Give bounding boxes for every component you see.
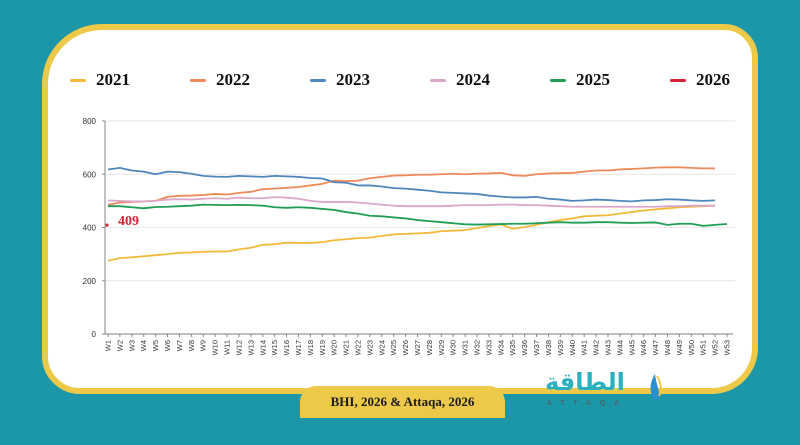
legend-item-2023: 2023: [280, 70, 400, 90]
legend-label: 2021: [96, 70, 130, 89]
x-tick-label: W20: [330, 340, 339, 355]
x-tick-label: W23: [365, 340, 374, 355]
x-tick-label: W47: [651, 340, 660, 355]
series-point-2026: [105, 223, 109, 227]
x-tick-label: W10: [211, 340, 220, 355]
attaqa-logo: الطاقة ATTAQA: [545, 368, 665, 412]
x-tick-label: W51: [699, 340, 708, 355]
x-tick-label: W50: [687, 340, 696, 355]
x-axis-ticks: W1 W2 W3 W4 W5 W6 W7 W8 W9 W10 W11 W12 W13 W14 W15 W16 W…: [104, 334, 732, 355]
y-tick-label: 200: [83, 277, 97, 286]
legend-item-2026: 2026: [640, 70, 760, 90]
series-line-2024: [107, 196, 716, 208]
x-tick-label: W48: [663, 340, 672, 355]
x-tick-label: W3: [127, 340, 136, 351]
x-tick-label: W2: [115, 340, 124, 351]
x-tick-label: W14: [258, 340, 267, 355]
x-tick-label: W12: [234, 340, 243, 355]
x-tick-label: W25: [389, 340, 398, 355]
x-tick-label: W43: [603, 340, 612, 355]
series-line-2025: [108, 203, 728, 227]
x-tick-label: W19: [318, 340, 327, 355]
x-tick-label: W46: [639, 340, 648, 355]
x-tick-label: W39: [556, 340, 565, 355]
legend-item-2024: 2024: [400, 70, 520, 90]
x-tick-label: W40: [568, 340, 577, 355]
y-tick-label: 0: [92, 330, 97, 339]
legend-swatch: [550, 78, 566, 82]
x-tick-label: W17: [294, 340, 303, 355]
series-lines: [105, 166, 728, 262]
x-tick-label: W45: [627, 340, 636, 355]
series-line-2021: [107, 204, 716, 262]
chart-card: [42, 24, 758, 394]
x-tick-label: W35: [508, 340, 517, 355]
x-tick-label: W24: [377, 340, 386, 355]
x-tick-label: W11: [223, 340, 232, 355]
x-tick-label: W22: [353, 340, 362, 355]
x-tick-label: W26: [401, 340, 410, 355]
y-axis-ticks: 0 200 400 600 800: [83, 117, 105, 339]
legend-label: 2023: [336, 70, 370, 89]
annotations: 409: [118, 214, 139, 229]
annotation-label: 409: [118, 214, 139, 229]
x-tick-label: W9: [199, 340, 208, 351]
legend-item-2021: 2021: [40, 70, 160, 90]
legend-swatch: [430, 78, 446, 82]
y-tick-label: 400: [83, 224, 97, 233]
x-tick-label: W21: [342, 340, 351, 355]
x-tick-label: W6: [163, 340, 172, 351]
x-tick-label: W44: [615, 340, 624, 355]
chart-legend: 2021 2022 2023 2024 2025 2026: [0, 70, 800, 90]
x-tick-label: W16: [282, 340, 291, 355]
x-tick-label: W42: [592, 340, 601, 355]
series-line-2023: [107, 166, 716, 203]
logo-arabic-text: الطاقة: [545, 368, 625, 396]
source-text: BHI, 2026 & Attaqa, 2026: [330, 394, 475, 409]
x-tick-label: W33: [484, 340, 493, 355]
y-tick-label: 600: [83, 170, 97, 179]
x-tick-label: W41: [580, 340, 589, 355]
x-tick-label: W53: [723, 340, 732, 355]
legend-swatch: [310, 78, 326, 82]
x-tick-label: W1: [104, 340, 113, 351]
x-tick-label: W15: [270, 340, 279, 355]
x-tick-label: W38: [544, 340, 553, 355]
x-tick-label: W29: [437, 340, 446, 355]
x-tick-label: W52: [711, 340, 720, 355]
legend-swatch: [670, 78, 686, 82]
legend-swatch: [70, 78, 86, 82]
legend-item-2022: 2022: [160, 70, 280, 90]
legend-swatch: [190, 78, 206, 82]
flame-drop-icon: [650, 374, 662, 401]
x-tick-label: W28: [425, 340, 434, 355]
x-tick-label: W36: [520, 340, 529, 355]
x-tick-label: W4: [139, 340, 148, 351]
logo-latin-text: ATTAQA: [547, 400, 628, 407]
y-tick-label: 800: [83, 117, 97, 126]
legend-label: 2025: [576, 70, 610, 89]
x-tick-label: W34: [496, 340, 505, 355]
x-tick-label: W18: [306, 340, 315, 355]
legend-label: 2026: [696, 70, 730, 89]
x-tick-label: W27: [413, 340, 422, 355]
x-tick-label: W7: [175, 340, 184, 351]
x-tick-label: W13: [246, 340, 255, 355]
x-tick-label: W49: [675, 340, 684, 355]
legend-label: 2022: [216, 70, 250, 89]
x-tick-label: W31: [461, 340, 470, 355]
source-tab: BHI, 2026 & Attaqa, 2026: [300, 386, 505, 418]
x-tick-label: W37: [532, 340, 541, 355]
legend-label: 2024: [456, 70, 490, 89]
series-line-2022: [107, 166, 716, 206]
x-tick-label: W30: [449, 340, 458, 355]
x-tick-label: W5: [151, 340, 160, 351]
legend-item-2025: 2025: [520, 70, 640, 90]
x-tick-label: W32: [473, 340, 482, 355]
x-tick-label: W8: [187, 340, 196, 351]
